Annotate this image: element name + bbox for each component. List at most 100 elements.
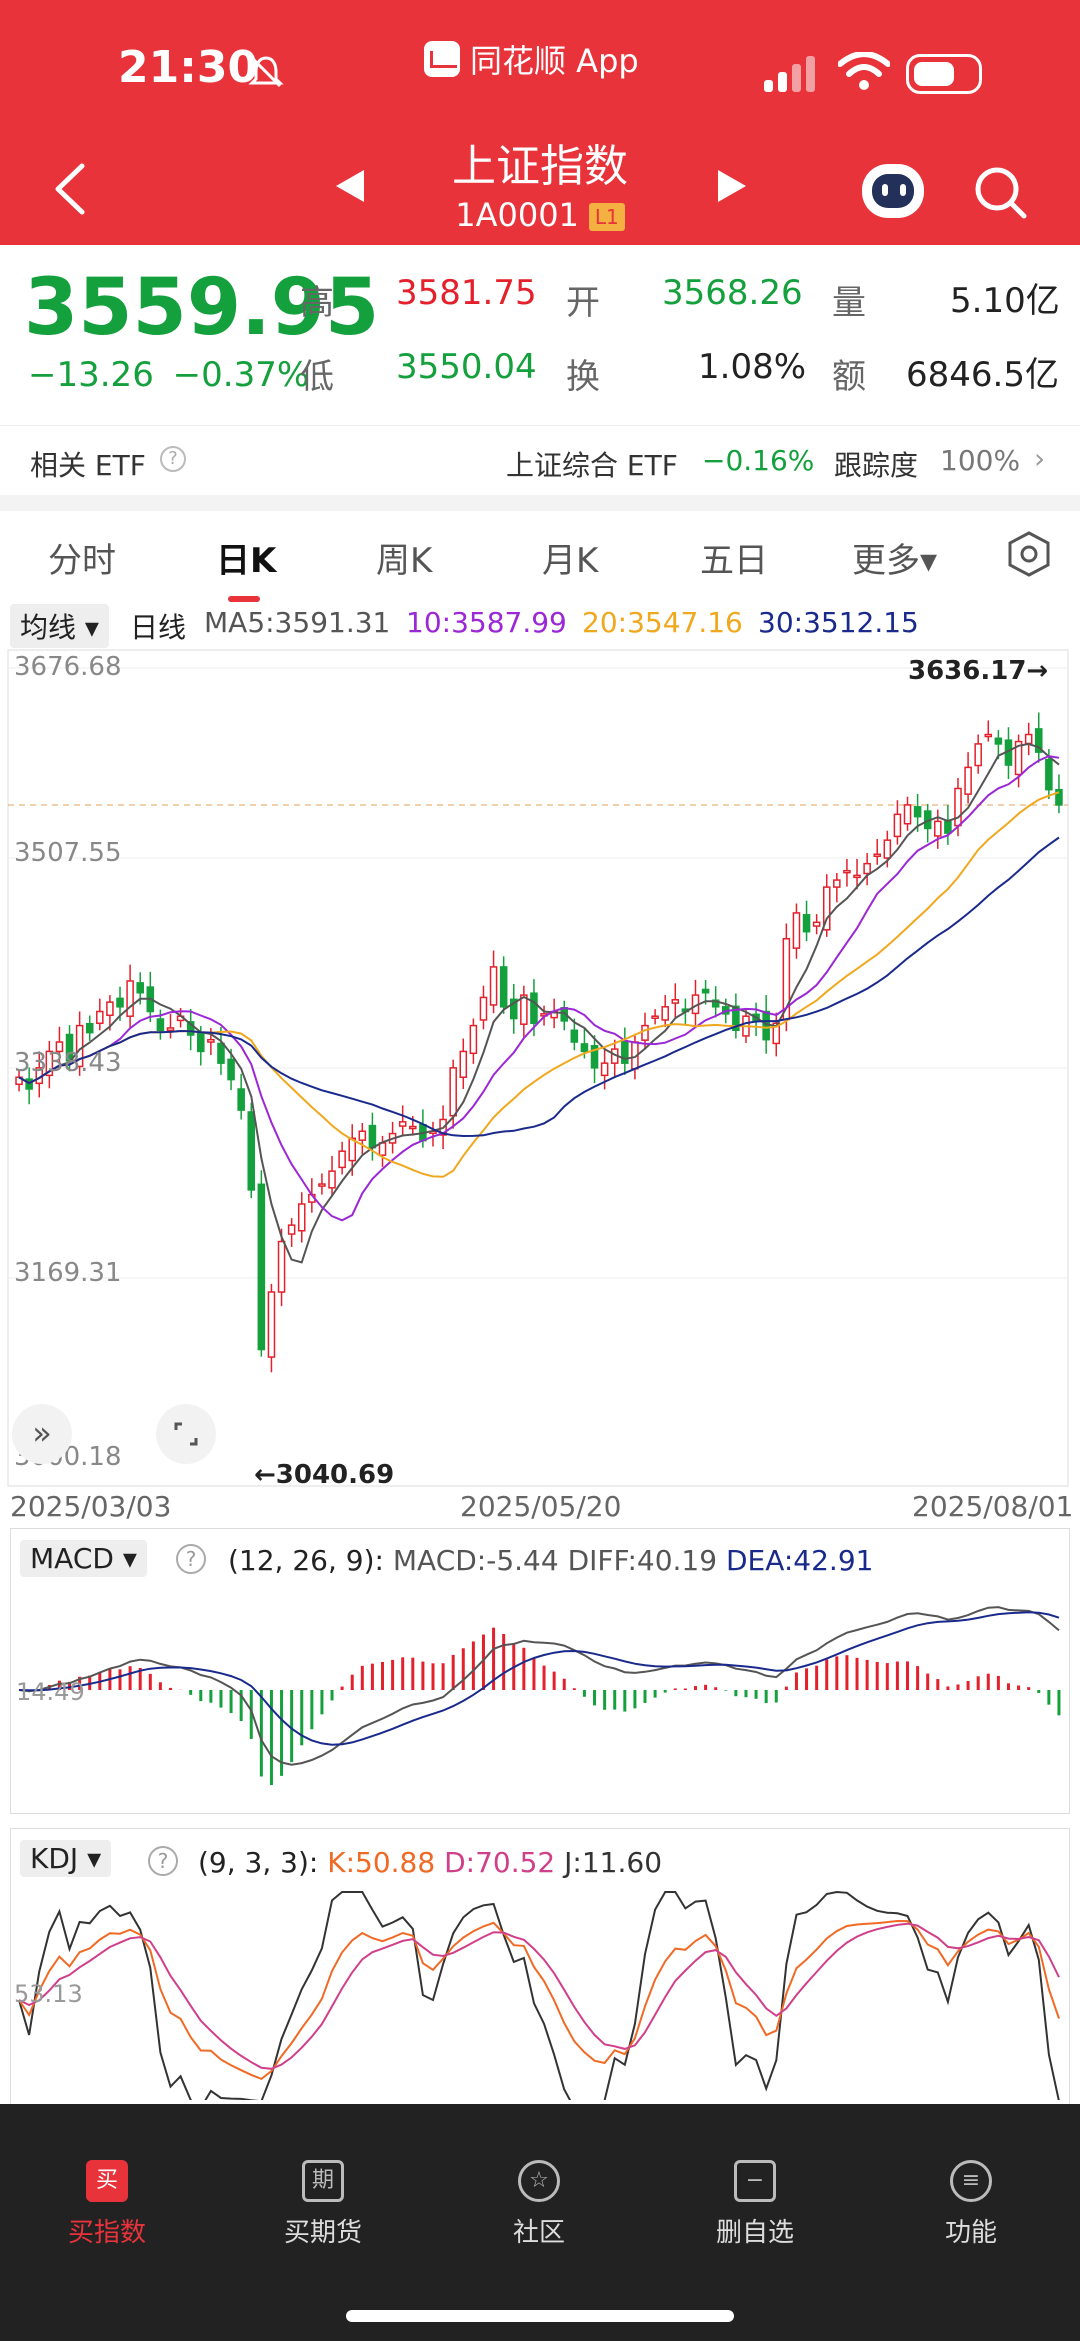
tab-daily-k[interactable]: 日K xyxy=(216,533,276,602)
home-indicator[interactable] xyxy=(346,2310,734,2322)
etf-name: 上证综合 ETF xyxy=(506,449,678,482)
high-value: 3581.75 xyxy=(396,273,537,313)
candle-body xyxy=(964,766,972,795)
stock-code: 1A0001 L1 xyxy=(0,196,1080,234)
help-icon[interactable]: ? xyxy=(160,446,186,472)
candle-body xyxy=(903,804,912,825)
candle-body xyxy=(621,1040,629,1064)
expand-arrows-icon[interactable]: » xyxy=(12,1404,72,1464)
candle-body xyxy=(217,1042,225,1064)
candle-body xyxy=(96,1010,104,1025)
nav-community[interactable]: ☆ 社区 xyxy=(464,2160,614,2249)
candle-body xyxy=(873,853,882,857)
back-arrow-icon[interactable] xyxy=(52,162,88,216)
candle-body xyxy=(812,921,821,927)
macd-help-icon[interactable]: ? xyxy=(176,1544,206,1574)
search-icon[interactable] xyxy=(972,164,1028,220)
price-change: −13.26 −0.37% xyxy=(28,355,309,395)
candle-body xyxy=(661,1006,669,1021)
nav-functions[interactable]: ≡ 功能 xyxy=(896,2160,1046,2249)
candle-body xyxy=(701,988,710,994)
nav-label: 买指数 xyxy=(67,2218,146,2248)
nav-label: 功能 xyxy=(944,2218,997,2248)
candle-body xyxy=(166,1027,175,1032)
candle-body xyxy=(85,1022,94,1034)
candle-body xyxy=(822,886,831,931)
candle-body xyxy=(863,862,871,875)
candle-body xyxy=(600,1062,609,1077)
candle-body xyxy=(489,966,498,1006)
candle-body xyxy=(459,1050,468,1078)
candle-body xyxy=(651,1015,659,1019)
date-mid: 2025/05/20 xyxy=(460,1490,622,1523)
candle-body xyxy=(913,806,922,818)
nav-label: 删自选 xyxy=(715,2218,794,2248)
candle-body xyxy=(984,733,993,738)
chart-period-tabs: 分时 日K 周K 月K 五日 更多▾ xyxy=(0,511,1080,602)
app-header: 21:30 同花顺 App 上证指数 1A0001 L1 xyxy=(0,0,1080,245)
j-value: J:11.60 xyxy=(564,1846,663,1879)
app-name-label: 同花顺 App xyxy=(424,36,639,82)
high-label: 高 xyxy=(300,283,334,323)
tracking-label: 跟踪度 xyxy=(834,449,919,482)
tab-more[interactable]: 更多▾ xyxy=(852,541,938,581)
kdj-header: KDJ ▾ xyxy=(20,1840,112,1877)
ma30-value: 30:3512.15 xyxy=(758,606,919,639)
kdj-help-icon[interactable]: ? xyxy=(148,1846,178,1876)
macd-selector[interactable]: MACD ▾ xyxy=(20,1540,147,1577)
candle-body xyxy=(55,1041,64,1053)
futures-icon: 期 xyxy=(302,2160,344,2202)
menu-icon: ≡ xyxy=(950,2160,992,2202)
nav-remove-watchlist[interactable]: − 删自选 xyxy=(680,2160,830,2249)
prev-stock-button[interactable] xyxy=(336,170,364,202)
candle-body xyxy=(338,1150,346,1169)
date-start: 2025/03/03 xyxy=(10,1490,172,1523)
candle-body xyxy=(994,737,1003,745)
change-percent: −0.37% xyxy=(172,355,310,395)
change-value: −13.26 xyxy=(28,355,154,395)
nav-buy-index[interactable]: 买 买指数 xyxy=(32,2160,182,2249)
kdj-values: (9, 3, 3): K:50.88 D:70.52 J:11.60 xyxy=(198,1846,662,1879)
volume-label: 量 xyxy=(832,283,866,323)
ma20-value: 20:3547.16 xyxy=(582,606,743,639)
candle-body xyxy=(106,1001,114,1017)
candle-body xyxy=(1024,733,1033,745)
candle-body xyxy=(974,743,982,767)
candle-body xyxy=(368,1124,377,1149)
assistant-robot-icon[interactable] xyxy=(862,164,924,218)
tab-intraday[interactable]: 分时 xyxy=(48,541,116,581)
candle-body xyxy=(499,966,508,1008)
nav-buy-futures[interactable]: 期 买期货 xyxy=(248,2160,398,2249)
candle-body xyxy=(277,1240,286,1293)
candle-body xyxy=(893,813,902,838)
tab-monthly-k[interactable]: 月K xyxy=(542,541,599,581)
macd-panel[interactable] xyxy=(10,1528,1070,1814)
quote-panel: 3559.95 −13.26 −0.37% 高 3581.75 低 3550.0… xyxy=(0,245,1080,425)
candle-body xyxy=(1014,740,1023,776)
settings-hex-icon[interactable] xyxy=(1004,529,1054,579)
candle-body xyxy=(590,1045,599,1069)
tab-weekly-k[interactable]: 周K xyxy=(376,541,433,581)
candle-body xyxy=(409,1125,417,1130)
kline-chart[interactable] xyxy=(0,0,1080,2100)
candle-body xyxy=(520,994,528,1025)
ma30-line xyxy=(18,836,1060,1138)
tab-five-day[interactable]: 五日 xyxy=(700,541,768,581)
mute-bell-icon xyxy=(248,56,284,88)
etf-change: −0.16% xyxy=(702,444,815,477)
ma-selector[interactable]: 均线 ▾ xyxy=(10,604,109,648)
kdj-params: (9, 3, 3): xyxy=(198,1846,319,1879)
candle-body xyxy=(297,1203,306,1232)
candle-body xyxy=(1055,788,1063,806)
kdj-selector[interactable]: KDJ ▾ xyxy=(20,1840,112,1877)
turnover-label: 换 xyxy=(566,357,600,397)
candle-body xyxy=(186,1021,195,1036)
next-stock-button[interactable] xyxy=(718,170,746,202)
fullscreen-icon[interactable] xyxy=(156,1404,216,1464)
ma5-line xyxy=(18,742,1060,1264)
macd-value: MACD:-5.44 xyxy=(392,1544,559,1577)
candle-body xyxy=(479,996,488,1021)
low-value: 3550.04 xyxy=(396,347,537,387)
related-etf-row[interactable]: 相关 ETF ? 上证综合 ETF −0.16% 跟踪度 100% › xyxy=(0,425,1080,495)
candle-body xyxy=(843,869,851,874)
